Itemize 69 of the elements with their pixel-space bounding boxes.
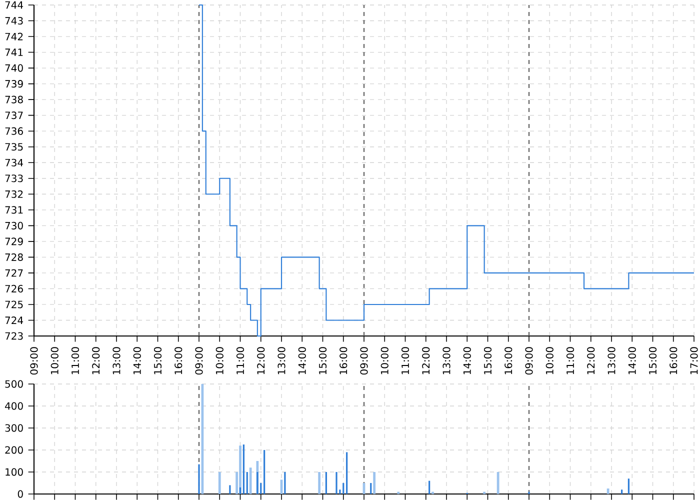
- x-tick-label: 14:00: [298, 347, 306, 374]
- y-tick-label: 738: [5, 96, 23, 104]
- y-tick-label: 728: [5, 253, 23, 261]
- x-tick-label: 14:00: [133, 347, 141, 374]
- x-tick-label: 10:00: [50, 347, 58, 374]
- x-tick-label: 13:00: [112, 347, 120, 374]
- x-tick-label: 12:00: [92, 347, 100, 374]
- x-tick-label: 16:00: [504, 347, 512, 374]
- x-tick-label: 13:00: [442, 347, 450, 374]
- y-tick-label: 742: [5, 32, 23, 40]
- y-tick-label: 740: [5, 64, 23, 72]
- bar: [249, 468, 252, 494]
- y-tick-label: 733: [5, 174, 23, 182]
- y-tick-label: 300: [5, 424, 23, 432]
- bar: [239, 446, 242, 494]
- x-tick-label: 12:00: [257, 347, 265, 374]
- x-tick-label: 16:00: [670, 347, 678, 374]
- bar: [496, 472, 500, 494]
- x-tick-label: 12:00: [587, 347, 595, 374]
- y-tick-label: 743: [5, 16, 23, 25]
- bar: [218, 472, 221, 494]
- x-tick-label: 13:00: [278, 347, 286, 374]
- y-tick-label: 400: [4, 402, 23, 410]
- x-tick-label: 10:00: [380, 347, 388, 374]
- x-tick-label: 15:00: [154, 347, 162, 374]
- y-tick-label: 730: [5, 222, 23, 230]
- y-tick-label: 744: [5, 1, 24, 9]
- y-tick-label: 725: [5, 300, 23, 308]
- y-tick-label: 724: [5, 316, 24, 324]
- x-tick-label: 11:00: [401, 347, 410, 374]
- y-tick-label: 736: [5, 127, 23, 135]
- bar: [318, 472, 321, 494]
- y-tick-label: 100: [6, 468, 23, 476]
- x-tick-label: 16:00: [174, 347, 182, 374]
- bar: [201, 384, 204, 494]
- x-tick-label: 10:00: [546, 347, 554, 374]
- x-tick-label: 12:00: [422, 347, 430, 374]
- y-tick-label: 500: [5, 380, 23, 388]
- y-tick-label: 731: [5, 206, 23, 214]
- x-tick-label: 15:00: [648, 347, 657, 374]
- y-tick-label: 200: [5, 446, 23, 454]
- x-tick-label: 09:00: [525, 347, 533, 375]
- y-tick-label: 723: [5, 332, 23, 340]
- x-tick-label: 10:00: [216, 347, 224, 374]
- y-tick-label: 726: [5, 284, 23, 292]
- x-tick-label: 15:00: [484, 347, 492, 374]
- y-tick-label: 739: [5, 80, 23, 88]
- x-tick-label: 13:00: [608, 347, 616, 374]
- x-tick-label: 09:00: [360, 347, 368, 375]
- x-tick-label: 17:00: [690, 347, 698, 374]
- x-tick-label: 11:00: [71, 347, 80, 374]
- y-tick-label: 737: [5, 112, 23, 120]
- x-tick-label: 09:00: [195, 347, 203, 375]
- y-tick-label: 0: [18, 490, 23, 498]
- y-tick-label: 729: [5, 238, 23, 246]
- x-tick-label: 11:00: [566, 347, 574, 374]
- x-tick-label: 15:00: [318, 347, 327, 374]
- x-tick-label: 14:00: [628, 347, 636, 374]
- y-tick-label: 727: [5, 269, 23, 277]
- y-tick-label: 741: [5, 48, 23, 56]
- bar: [373, 472, 376, 494]
- y-tick-label: 735: [5, 143, 23, 151]
- y-tick-label: 732: [5, 190, 23, 198]
- x-tick-label: 14:00: [463, 347, 471, 374]
- x-tick-label: 09:00: [30, 347, 38, 375]
- x-tick-label: 16:00: [340, 347, 348, 374]
- y-tick-label: 734: [5, 158, 24, 166]
- x-tick-label: 11:00: [236, 347, 244, 374]
- bar: [606, 488, 610, 494]
